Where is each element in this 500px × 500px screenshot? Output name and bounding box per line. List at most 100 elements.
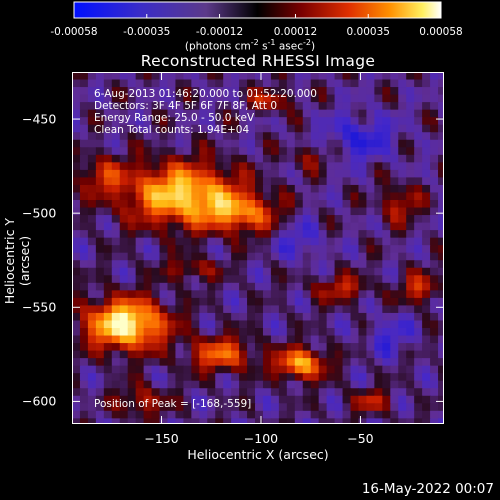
heatmap-cell: [79, 102, 89, 111]
heatmap-cell: [390, 102, 399, 111]
heatmap-cell: [310, 222, 320, 231]
heatmap-cell: [286, 252, 296, 261]
heatmap-cell: [262, 94, 272, 103]
heatmap-cell: [135, 94, 145, 103]
heatmap-cell: [358, 335, 368, 344]
heatmap-cell: [374, 343, 383, 352]
heatmap-cell: [302, 154, 312, 163]
heatmap-cell: [286, 230, 296, 239]
heatmap-cell: [72, 169, 81, 179]
heatmap-cell: [72, 79, 81, 88]
heatmap-cell: [127, 410, 137, 419]
heatmap-cell: [103, 192, 113, 201]
heatmap-cell: [430, 79, 439, 88]
heatmap-cell: [398, 403, 407, 412]
heatmap-cell: [151, 350, 161, 359]
heatmap-cell: [382, 200, 391, 209]
heatmap-cell: [223, 192, 232, 201]
heatmap-cell: [95, 72, 105, 81]
heatmap-cell: [398, 388, 407, 397]
heatmap-cell: [255, 395, 264, 404]
heatmap-cell: [382, 410, 391, 419]
heatmap-cell: [239, 139, 248, 148]
heatmap-cell: [111, 230, 121, 239]
heatmap-cell: [326, 320, 336, 329]
heatmap-cell: [143, 147, 153, 156]
heatmap-cell: [310, 305, 320, 314]
heatmap-cell: [72, 350, 81, 359]
heatmap-cell: [294, 297, 304, 307]
heatmap-cell: [79, 410, 89, 419]
heatmap-cell: [103, 388, 113, 397]
heatmap-cell: [294, 184, 304, 194]
heatmap-cell: [430, 154, 439, 163]
heatmap-cell: [231, 102, 240, 111]
heatmap-cell: [318, 245, 328, 254]
heatmap-cell: [135, 139, 145, 148]
heatmap-cell: [223, 94, 232, 103]
heatmap-cell: [239, 215, 248, 224]
heatmap-cell: [326, 102, 336, 111]
heatmap-cell: [175, 365, 184, 374]
heatmap-cell: [247, 87, 256, 96]
heatmap-cell: [159, 343, 169, 352]
heatmap-cell: [79, 245, 89, 254]
heatmap-cell: [350, 139, 360, 148]
heatmap-cell: [191, 282, 200, 291]
heatmap-cell: [414, 72, 423, 81]
heatmap-cell: [167, 132, 177, 141]
heatmap-cell: [231, 139, 240, 148]
heatmap-cell: [390, 320, 399, 329]
heatmap-cell: [374, 102, 383, 111]
heatmap-cell: [87, 395, 97, 404]
heatmap-cell: [127, 328, 137, 337]
heatmap-cell: [382, 222, 391, 231]
heatmap-cell: [207, 380, 216, 389]
heatmap-cell: [199, 290, 208, 299]
heatmap-cell: [406, 237, 415, 246]
heatmap-cell: [255, 184, 264, 194]
heatmap-cell: [278, 87, 288, 96]
heatmap-cell: [270, 192, 280, 201]
heatmap-cell: [127, 192, 137, 201]
heatmap-cell: [207, 72, 216, 81]
heatmap-cell: [239, 124, 248, 133]
heatmap-cell: [310, 320, 320, 329]
heatmap-cell: [414, 290, 423, 299]
heatmap-cell: [342, 184, 352, 194]
heatmap-cell: [326, 215, 336, 224]
heatmap-cell: [398, 162, 407, 171]
heatmap-cell: [167, 418, 177, 424]
heatmap-cell: [270, 275, 280, 284]
heatmap-cell: [143, 169, 153, 179]
heatmap-cell: [334, 79, 344, 88]
heatmap-cell: [390, 237, 399, 246]
heatmap-cell: [175, 102, 184, 111]
heatmap-cell: [350, 350, 360, 359]
heatmap-cell: [183, 200, 192, 209]
heatmap-cell: [406, 169, 415, 179]
heatmap-cell: [215, 267, 224, 276]
heatmap-cell: [223, 169, 232, 179]
heatmap-cell: [191, 373, 200, 382]
heatmap-cell: [151, 297, 161, 307]
heatmap-cell: [270, 320, 280, 329]
heatmap-cell: [95, 132, 105, 141]
heatmap-cell: [286, 132, 296, 141]
heatmap-cell: [438, 147, 444, 156]
heatmap-cell: [382, 177, 391, 186]
heatmap-cell: [342, 358, 352, 367]
heatmap-cell: [422, 403, 431, 412]
heatmap-cell: [286, 200, 296, 209]
heatmap-cell: [223, 328, 232, 337]
heatmap-cell: [414, 380, 423, 389]
heatmap-cell: [382, 215, 391, 224]
heatmap-cell: [255, 94, 264, 103]
heatmap-cell: [239, 282, 248, 291]
heatmap-cell: [294, 139, 304, 148]
heatmap-cell: [175, 200, 184, 209]
heatmap-cell: [278, 380, 288, 389]
heatmap-cell: [350, 365, 360, 374]
heatmap-cell: [135, 252, 145, 261]
heatmap-cell: [199, 358, 208, 367]
